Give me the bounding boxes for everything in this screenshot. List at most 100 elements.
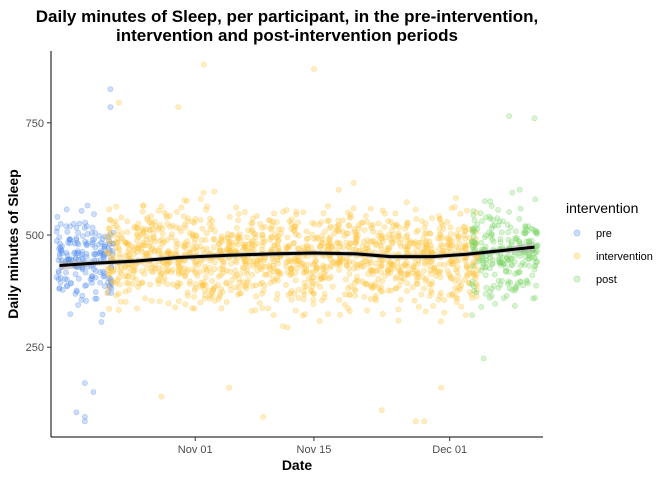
point-intervention <box>202 236 209 243</box>
point-intervention <box>175 263 182 269</box>
point-post <box>474 221 481 228</box>
point-intervention <box>327 225 333 232</box>
point-intervention <box>121 264 128 271</box>
point-intervention <box>440 247 446 254</box>
point-post <box>507 279 514 286</box>
point-intervention <box>275 232 282 239</box>
point-post <box>534 258 540 265</box>
point-intervention <box>209 223 216 230</box>
point-pre <box>91 251 97 258</box>
point-intervention <box>233 259 240 265</box>
legend-item-post: post <box>573 274 617 286</box>
point-intervention <box>300 209 307 216</box>
point-intervention <box>140 202 146 209</box>
point-intervention <box>248 307 255 314</box>
point-intervention <box>143 251 150 257</box>
point-intervention <box>125 280 132 287</box>
point-intervention <box>301 265 308 272</box>
point-intervention <box>158 271 165 277</box>
point-intervention <box>253 240 260 247</box>
point-intervention <box>415 303 422 310</box>
point-pre <box>84 202 91 209</box>
point-intervention <box>250 263 257 270</box>
point-intervention <box>395 264 401 271</box>
point-post <box>489 222 496 229</box>
point-intervention <box>398 278 404 284</box>
point-intervention <box>109 268 116 274</box>
point-intervention <box>237 237 244 243</box>
point-intervention <box>129 263 136 270</box>
point-intervention <box>337 311 343 318</box>
point-intervention <box>412 239 419 245</box>
point-post <box>511 252 518 259</box>
point-intervention <box>309 280 316 287</box>
point-post <box>526 255 532 262</box>
point-intervention <box>299 263 306 269</box>
point-intervention <box>461 243 468 250</box>
point-intervention <box>300 288 307 295</box>
point-intervention <box>353 277 360 284</box>
point-intervention <box>237 270 244 277</box>
point-intervention <box>288 270 295 277</box>
point-intervention <box>244 279 251 286</box>
point-intervention <box>257 264 263 271</box>
point-post <box>508 239 515 245</box>
point-intervention <box>451 204 458 210</box>
point-intervention <box>186 249 193 256</box>
point-intervention <box>192 261 199 268</box>
point-intervention <box>159 230 166 237</box>
point-intervention <box>472 258 479 265</box>
point-intervention <box>351 265 357 272</box>
point-intervention <box>117 298 124 305</box>
point-intervention <box>363 258 369 265</box>
point-pre <box>54 213 61 220</box>
point-post <box>517 279 524 285</box>
point-pre <box>72 271 79 278</box>
point-intervention <box>181 240 188 247</box>
point-intervention <box>372 280 379 287</box>
point-intervention <box>292 277 299 284</box>
point-intervention <box>327 264 334 271</box>
point-pre <box>73 236 80 243</box>
point-pre <box>63 206 70 213</box>
point-intervention <box>223 246 230 252</box>
point-intervention <box>146 240 153 247</box>
point-intervention <box>146 219 153 225</box>
point-intervention <box>253 213 260 219</box>
point-intervention <box>369 221 376 228</box>
point-post <box>521 228 528 235</box>
point-post <box>511 287 518 294</box>
point-post <box>522 230 529 236</box>
point-intervention <box>346 292 353 298</box>
point-intervention <box>209 217 216 224</box>
point-intervention <box>240 265 247 272</box>
point-intervention <box>116 274 122 281</box>
point-post <box>512 235 519 242</box>
point-intervention <box>274 277 281 284</box>
point-intervention <box>110 279 117 286</box>
point-post <box>520 230 527 236</box>
point-post <box>472 239 478 246</box>
point-intervention <box>223 279 230 286</box>
point-intervention <box>294 265 301 272</box>
point-intervention <box>308 231 315 238</box>
point-intervention <box>330 258 337 265</box>
point-intervention <box>184 289 191 296</box>
point-intervention <box>420 249 427 256</box>
point-intervention <box>132 276 139 282</box>
point-intervention <box>397 268 404 275</box>
point-intervention <box>220 266 227 273</box>
point-post <box>506 285 513 292</box>
point-intervention <box>271 265 277 272</box>
point-post <box>478 239 485 246</box>
point-intervention <box>277 270 284 277</box>
point-intervention <box>262 263 268 270</box>
point-intervention <box>398 236 405 243</box>
point-intervention <box>235 291 241 298</box>
point-intervention <box>191 239 198 246</box>
point-intervention <box>403 260 410 266</box>
point-intervention <box>319 240 326 246</box>
point-intervention <box>244 267 250 274</box>
point-intervention <box>226 244 233 250</box>
point-intervention <box>446 292 453 299</box>
